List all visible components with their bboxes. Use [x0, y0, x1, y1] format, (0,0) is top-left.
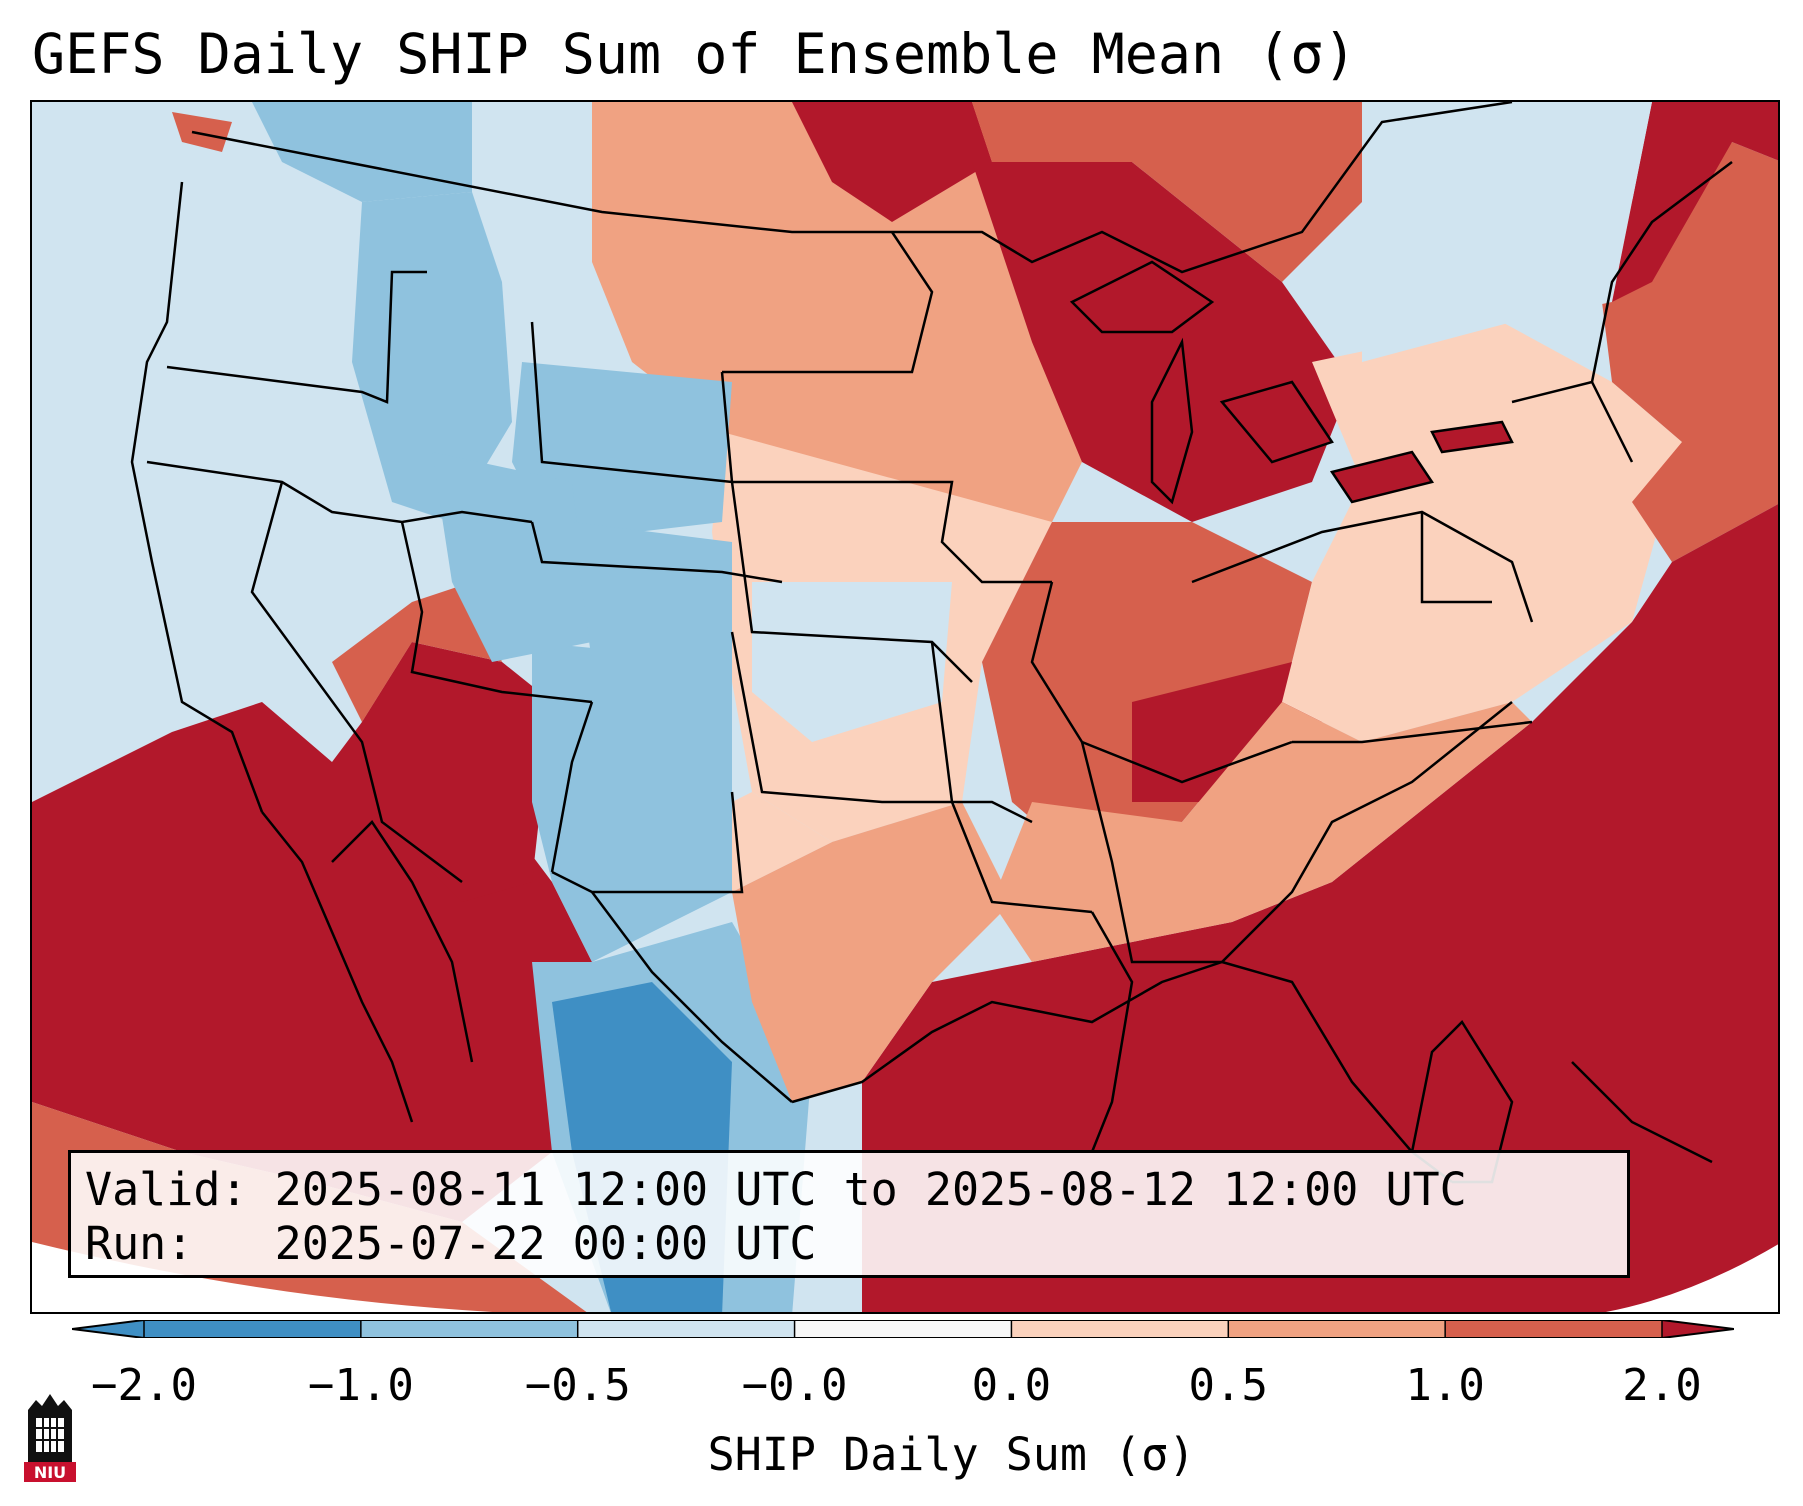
- region-midwest-red: [982, 522, 1312, 862]
- region-colorado-blue: [572, 522, 732, 662]
- region-southeast-orange: [992, 702, 1532, 962]
- region-atlantic-gulf-red: [862, 504, 1778, 1312]
- colorbar-tick-label: −2.0: [91, 1360, 197, 1411]
- logo-text: NIU: [34, 1463, 66, 1482]
- region-arizona-red: [362, 642, 552, 902]
- run-row: Run: 2025-07-22 00:00 UTC: [85, 1217, 1613, 1271]
- valid-row: Valid: 2025-08-11 12:00 UTC to 2025-08-1…: [85, 1163, 1613, 1217]
- region-new-mexico-blue: [532, 642, 732, 962]
- choropleth-map: [32, 102, 1778, 1312]
- region-northeast-coast-red: [1612, 102, 1778, 302]
- map-panel: [30, 100, 1780, 1314]
- region-northeast: [1282, 322, 1682, 742]
- colorbar-tick-label: 2.0: [1622, 1360, 1702, 1411]
- colorbar-ticks: −2.0 −1.0 −0.5 −0.0 0.0 0.5 1.0 2.0: [0, 1336, 1803, 1411]
- colorbar: [72, 1320, 1734, 1338]
- region-quebec-blue: [1362, 102, 1652, 362]
- colorbar-segment: [794, 1320, 1012, 1338]
- colorbar-tick-label: −1.0: [307, 1360, 414, 1411]
- projection-corner-right: [1605, 1244, 1778, 1312]
- region-pacific-nw-red: [172, 112, 232, 152]
- region-northern-plains: [592, 102, 1112, 582]
- colorbar-segment: [1011, 1320, 1229, 1338]
- region-nevada-orange: [332, 582, 502, 722]
- region-texas-east-orange: [732, 802, 1012, 1102]
- colorbar-label: SHIP Daily Sum (σ): [707, 1428, 1196, 1481]
- region-texas-light-pink: [732, 792, 832, 892]
- colorbar-segment: [577, 1320, 796, 1338]
- colorbar-extend-low: [72, 1320, 144, 1338]
- niu-tower-logo: NIU: [24, 1394, 76, 1482]
- colorbar-segment: [144, 1320, 362, 1338]
- info-box: Valid: 2025-08-11 12:00 UTC to 2025-08-1…: [68, 1150, 1630, 1278]
- colorbar-segment: [360, 1320, 579, 1338]
- colorbar-tick-label: 1.0: [1405, 1360, 1485, 1411]
- run-value: 2025-07-22 00:00 UTC: [274, 1217, 817, 1270]
- colorbar-extend-high: [1662, 1320, 1734, 1338]
- colorbar-tick-label: −0.5: [524, 1360, 631, 1411]
- projection-corner-left: [32, 1242, 493, 1312]
- chart-title: GEFS Daily SHIP Sum of Ensemble Mean (σ): [32, 22, 1357, 86]
- colorbar-tick-label: 0.0: [971, 1360, 1052, 1411]
- region-kansas-light-blue: [752, 582, 952, 742]
- region-north-central-red: [792, 102, 992, 222]
- colorbar-segment: [1228, 1320, 1446, 1338]
- great-lakes: [1069, 260, 1514, 505]
- state-borders: [130, 102, 1733, 1183]
- run-label: Run:: [85, 1217, 194, 1270]
- coastlines: [261, 811, 1713, 1184]
- valid-value: 2025-08-11 12:00 UTC to 2025-08-12 12:00…: [274, 1163, 1467, 1216]
- valid-label: Valid:: [85, 1163, 248, 1216]
- colorbar-tick-label: 0.5: [1188, 1360, 1269, 1411]
- colorbar-tick-label: −0.0: [741, 1360, 848, 1411]
- region-utah-blue: [432, 452, 592, 662]
- region-canada-orange: [972, 102, 1372, 282]
- colorbar-segment: [1445, 1320, 1663, 1338]
